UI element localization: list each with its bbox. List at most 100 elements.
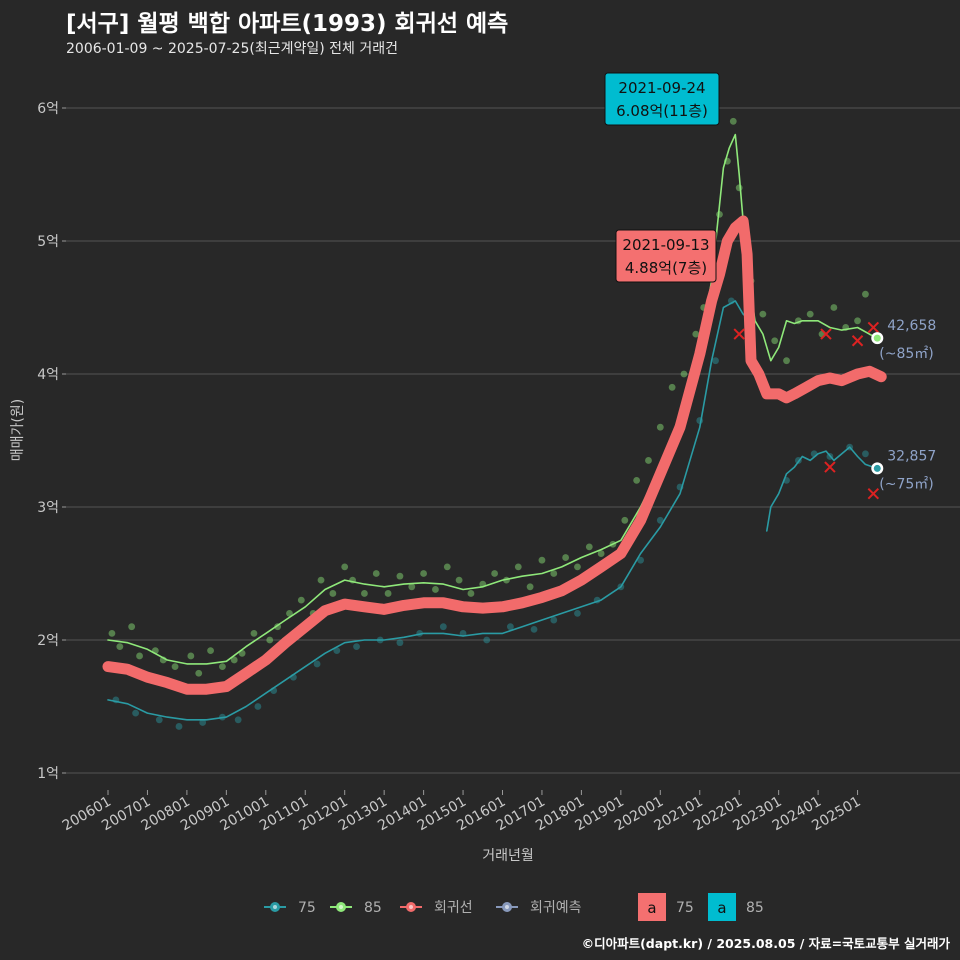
- legend-item-lab85: a 85: [708, 893, 764, 921]
- cross-stroke: [824, 461, 836, 473]
- y-tick-label: 6억: [37, 101, 59, 117]
- scatter-point: [645, 457, 652, 464]
- scatter-point: [574, 563, 581, 571]
- cross-marker: [820, 328, 832, 340]
- series-line-s85: [107, 133, 879, 665]
- scatter-point: [432, 586, 439, 593]
- scatter-point: [467, 590, 475, 597]
- scatter-point: [526, 583, 534, 591]
- annotations: 2021-09-24 6.08억(11층) 2021-09-13 4.88억(7층): [604, 72, 720, 283]
- annotation-box: [615, 229, 717, 283]
- end-marker-dot: [873, 334, 881, 342]
- y-axis-ticks: 1억 2억 3억 4억 5억 6억: [37, 101, 66, 782]
- cross-marker: [867, 321, 880, 334]
- scatter-point: [396, 572, 404, 580]
- scatter-point: [230, 656, 238, 664]
- scatter-point: [128, 623, 136, 631]
- scatter-points: [108, 117, 869, 730]
- legend-swatch-glyph: a: [647, 899, 656, 917]
- scatter-point: [712, 357, 719, 365]
- scatter-point: [266, 636, 274, 644]
- footer-credit: ©디아파트(dapt.kr) / 2025.08.05 / 자료=국토교통부 실…: [581, 936, 950, 951]
- scatter-point: [396, 639, 404, 647]
- x-axis-ticks: 2006012007012008012009012010012011012012…: [60, 790, 864, 834]
- series-line-s75: [107, 300, 752, 721]
- scatter-point: [116, 643, 124, 651]
- annotation-label75: 2021-09-13 4.88억(7층): [615, 229, 717, 283]
- scatter-point: [250, 629, 258, 637]
- scatter-point: [443, 563, 451, 571]
- legend-item-s75: 75: [264, 900, 316, 916]
- legend-item-lab75: a 75: [638, 893, 694, 921]
- legend-label: 85: [364, 900, 382, 916]
- legend-swatch-box: [708, 893, 736, 921]
- scatter-point: [692, 330, 700, 338]
- scatter-point: [408, 583, 416, 591]
- chart-subtitle: 2006-01-09 ~ 2025-07-25(최근계약일) 전체 거래건: [66, 41, 398, 57]
- scatter-point: [353, 643, 360, 651]
- scatter-point: [806, 310, 814, 318]
- scatter-point: [550, 570, 558, 577]
- scatter-point: [254, 703, 262, 710]
- series-line-s75b: [766, 446, 879, 532]
- scatter-point: [550, 616, 558, 624]
- cross-marker: [851, 335, 864, 347]
- scatter-point: [735, 184, 743, 192]
- legend-item-reg: 회귀선: [400, 900, 473, 916]
- legend: 75 85 회귀선 회귀예측 a 75 a 85: [264, 893, 764, 921]
- end-area-label: (~85㎡): [879, 346, 933, 362]
- scatter-point: [597, 550, 605, 557]
- scatter-point: [656, 516, 664, 524]
- y-tick-label: 5억: [37, 234, 59, 250]
- scatter-point: [333, 647, 341, 655]
- cross-stroke: [851, 335, 864, 347]
- end-value-label: 42,658: [887, 318, 936, 334]
- scatter-point: [171, 663, 179, 670]
- scatter-point: [132, 709, 140, 717]
- end-marker-dot: [873, 464, 881, 472]
- scatter-point: [439, 623, 447, 631]
- scatter-point: [234, 716, 242, 724]
- scatter-point: [420, 570, 427, 577]
- scatter-point: [633, 477, 641, 484]
- cross-stroke: [820, 328, 832, 340]
- scatter-point: [372, 570, 380, 577]
- annotation-price: 6.08억(11층): [616, 102, 708, 120]
- annotation-label85: 2021-09-24 6.08억(11층): [604, 72, 720, 126]
- end-value-label: 32,857: [887, 448, 936, 464]
- cross-stroke: [867, 321, 880, 334]
- scatter-point: [483, 636, 491, 644]
- end-area-label: (~75㎡): [879, 476, 933, 492]
- scatter-point: [313, 660, 321, 668]
- x-axis-label: 거래년월: [482, 848, 534, 864]
- chart-title: [서구] 월평 백합 아파트(1993) 회귀선 예측: [66, 11, 509, 37]
- scatter-point: [862, 290, 869, 298]
- y-tick-label: 3억: [37, 500, 59, 516]
- legend-label: 회귀선: [434, 900, 473, 916]
- annotation-date: 2021-09-24: [618, 79, 705, 97]
- cross-stroke: [733, 328, 745, 340]
- scatter-point: [783, 357, 790, 365]
- scatter-point: [175, 723, 183, 730]
- scatter-point: [195, 669, 203, 677]
- scatter-point: [514, 563, 522, 571]
- y-tick-label: 1억: [37, 766, 59, 782]
- scatter-point: [317, 576, 325, 584]
- scatter-point: [187, 652, 195, 660]
- scatter-point: [621, 516, 629, 524]
- scatter-point: [862, 450, 869, 458]
- scatter-point: [108, 629, 116, 637]
- scatter-point: [219, 663, 226, 670]
- legend-label: 회귀예측: [530, 900, 582, 916]
- legend-swatch-core: [273, 905, 277, 909]
- scatter-point: [491, 570, 499, 577]
- scatter-point: [530, 625, 538, 633]
- scatter-point: [455, 576, 463, 584]
- series-line-reg: [102, 215, 887, 695]
- cross-marker: [733, 328, 745, 340]
- legend-item-fc: 회귀예측: [496, 900, 582, 916]
- legend-swatch-core: [409, 905, 413, 909]
- legend-swatch-box: [638, 893, 666, 921]
- scatter-point: [384, 590, 392, 597]
